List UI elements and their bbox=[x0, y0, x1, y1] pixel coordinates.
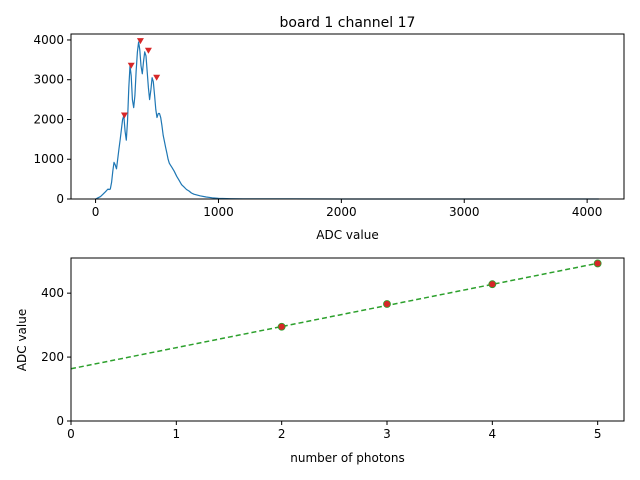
histogram-y-tick-label: 2000 bbox=[33, 112, 64, 126]
histogram-y-ticks: 0 1000 2000 3000 4000 bbox=[33, 33, 71, 206]
calibration-x-tick-label: 5 bbox=[594, 427, 602, 441]
histogram-y-tick-label: 1000 bbox=[33, 152, 64, 166]
histogram-x-ticks: 0 1000 2000 3000 4000 bbox=[92, 199, 603, 219]
histogram-chart: board 1 channel 17 0 1000 2000 3000 4000 0 10… bbox=[33, 15, 625, 242]
fit-line bbox=[70, 262, 598, 370]
calibration-plot-area bbox=[70, 259, 602, 370]
calibration-y-tick-label: 200 bbox=[41, 350, 64, 364]
calibration-x-tick-label: 1 bbox=[173, 427, 181, 441]
peak-marker bbox=[144, 47, 152, 54]
calibration-point bbox=[593, 259, 602, 268]
histogram-x-axis-label: ADC value bbox=[316, 228, 378, 242]
peak-marker bbox=[136, 38, 144, 45]
peak-marker bbox=[120, 112, 128, 119]
peak-marker bbox=[127, 62, 135, 69]
calibration-y-ticks: 0 200 400 bbox=[41, 286, 71, 428]
calibration-point bbox=[277, 322, 286, 331]
histogram-x-tick-label: 3000 bbox=[449, 205, 480, 219]
histogram-y-tick-label: 0 bbox=[56, 192, 64, 206]
histogram-y-tick-label: 4000 bbox=[33, 33, 64, 47]
calibration-frame bbox=[70, 257, 625, 422]
calibration-x-axis-label: number of photons bbox=[290, 451, 405, 465]
calibration-x-tick-label: 4 bbox=[489, 427, 497, 441]
histogram-series-line bbox=[95, 41, 599, 200]
calibration-point bbox=[488, 280, 497, 289]
calibration-x-tick-label: 3 bbox=[383, 427, 391, 441]
peak-marker bbox=[153, 74, 161, 81]
calibration-point bbox=[383, 300, 391, 308]
histogram-plot-area bbox=[95, 38, 599, 200]
histogram-y-tick-label: 3000 bbox=[33, 73, 64, 87]
histogram-title: board 1 channel 17 bbox=[280, 15, 416, 31]
histogram-x-tick-label: 2000 bbox=[326, 205, 357, 219]
histogram-x-tick-label: 0 bbox=[92, 205, 100, 219]
calibration-y-axis-label: ADC value bbox=[15, 309, 29, 371]
histogram-x-tick-label: 4000 bbox=[572, 205, 603, 219]
calibration-x-tick-label: 2 bbox=[278, 427, 286, 441]
calibration-y-tick-label: 0 bbox=[56, 414, 64, 428]
calibration-chart: 0 1 2 3 4 5 0 200 400 number of photons ADC val… bbox=[15, 257, 625, 465]
calibration-x-ticks: 0 1 2 3 4 5 bbox=[67, 421, 601, 441]
calibration-y-tick-label: 400 bbox=[41, 286, 64, 300]
calibration-x-tick-label: 0 bbox=[67, 427, 75, 441]
histogram-x-tick-label: 1000 bbox=[203, 205, 234, 219]
histogram-frame bbox=[70, 33, 625, 200]
